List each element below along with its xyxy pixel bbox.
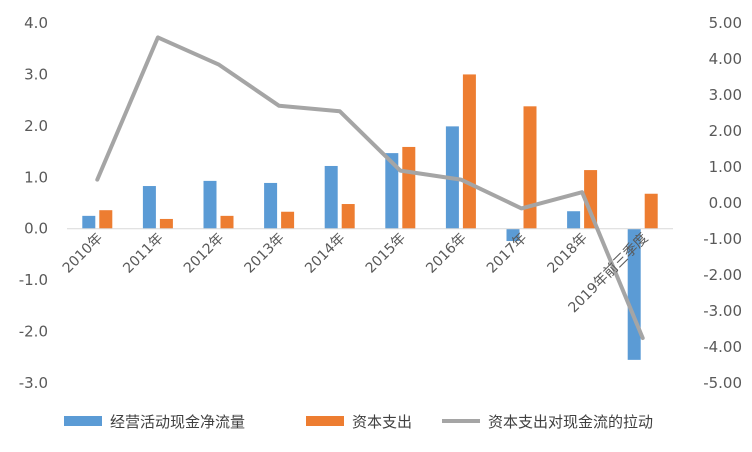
right-tick-label: -4.00 xyxy=(703,338,742,356)
right-tick-label: 3.00 xyxy=(709,86,742,104)
category-label: 2013年 xyxy=(242,230,288,276)
left-tick-label: 0.0 xyxy=(24,220,48,238)
right-tick-label: 4.00 xyxy=(709,50,742,68)
left-tick-label: 2.0 xyxy=(24,117,48,135)
bar-marks xyxy=(82,74,658,360)
legend-label: 资本支出对现金流的拉动 xyxy=(488,413,653,431)
bar-operating-cash-flow xyxy=(506,228,520,242)
bar-capital-expenditure xyxy=(523,106,537,229)
right-tick-label: -2.00 xyxy=(703,266,742,284)
right-tick-label: -3.00 xyxy=(703,302,742,320)
category-label: 2011年 xyxy=(120,230,166,276)
bar-operating-cash-flow xyxy=(385,153,399,229)
line-capex-pull xyxy=(95,35,645,340)
category-label: 2015年 xyxy=(363,230,409,276)
category-label: 2014年 xyxy=(302,230,348,276)
bar-capital-expenditure xyxy=(584,170,598,229)
bar-operating-cash-flow xyxy=(142,186,156,229)
bar-capital-expenditure xyxy=(220,215,234,229)
category-label: 2016年 xyxy=(423,230,469,276)
right-tick-label: 5.00 xyxy=(709,14,742,32)
category-label: 2018年 xyxy=(545,230,591,276)
category-label: 2010年 xyxy=(60,230,106,276)
line-series-group xyxy=(95,35,645,340)
legend-swatch xyxy=(64,416,102,426)
left-tick-label: -1.0 xyxy=(19,271,48,289)
bar-operating-cash-flow xyxy=(264,182,278,229)
bar-operating-cash-flow xyxy=(324,165,338,229)
right-tick-label: -5.00 xyxy=(703,374,742,392)
left-axis-ticks: 4.0 3.0 2.0 1.0 0.0 -1.0 -2.0 -3.0 xyxy=(19,14,48,392)
legend: 经营活动现金净流量 资本支出 资本支出对现金流的拉动 xyxy=(64,413,653,431)
legend-label: 资本支出 xyxy=(352,413,412,431)
bar-capital-expenditure xyxy=(281,211,295,229)
left-tick-label: -3.0 xyxy=(19,374,48,392)
right-tick-label: -1.00 xyxy=(703,230,742,248)
left-tick-label: 3.0 xyxy=(24,65,48,83)
bar-capital-expenditure xyxy=(341,204,355,229)
category-labels: 2010年 2011年 2012年 2013年 2014年 2015年 2016年 2017年… xyxy=(60,230,652,317)
bar-capital-expenditure xyxy=(159,218,173,229)
bar-capital-expenditure xyxy=(644,193,658,229)
right-tick-label: 1.00 xyxy=(709,158,742,176)
right-tick-label: 0.00 xyxy=(709,194,742,212)
legend-label: 经营活动现金净流量 xyxy=(110,413,245,431)
legend-swatch xyxy=(306,416,344,426)
bar-operating-cash-flow xyxy=(82,215,96,229)
right-tick-label: 2.00 xyxy=(709,122,742,140)
right-axis-ticks: 5.00 4.00 3.00 2.00 1.00 0.00 -1.00 -2.00 -3.00 -… xyxy=(703,14,742,392)
bar-operating-cash-flow xyxy=(567,211,581,229)
bar-operating-cash-flow xyxy=(203,180,217,229)
bar-capital-expenditure xyxy=(99,210,113,229)
left-tick-label: 1.0 xyxy=(24,168,48,186)
left-tick-label: -2.0 xyxy=(19,323,48,341)
left-tick-label: 4.0 xyxy=(24,14,48,32)
bar-capital-expenditure xyxy=(402,146,416,229)
category-label: 2012年 xyxy=(181,230,227,276)
bar-capital-expenditure xyxy=(462,74,476,229)
